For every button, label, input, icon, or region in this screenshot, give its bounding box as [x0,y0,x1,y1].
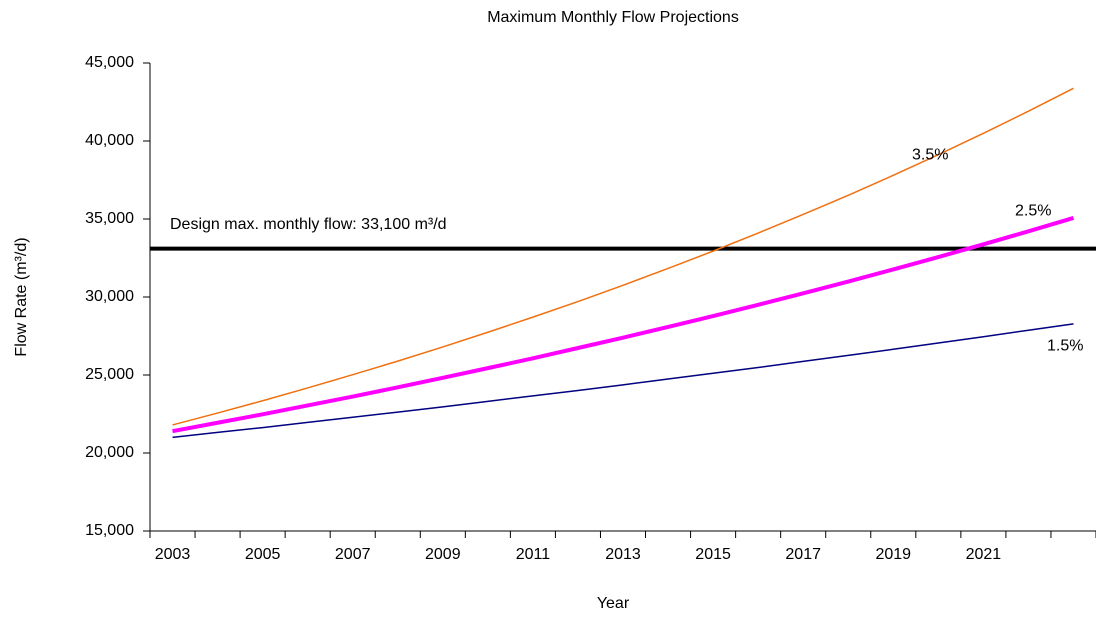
x-tick-label: 2005 [245,546,281,563]
series-label: 1.5% [1047,337,1083,354]
y-tick-label: 20,000 [85,444,134,461]
x-axis-title: Year [597,595,630,612]
y-tick-label: 30,000 [85,288,134,305]
series-line [172,323,1074,439]
x-tick-label: 2013 [605,546,641,563]
x-tick-label: 2015 [695,546,731,563]
x-tick-label: 2017 [785,546,821,563]
x-tick-label: 2011 [516,546,551,563]
chart-title: Maximum Monthly Flow Projections [487,9,739,26]
series-label: 2.5% [1015,203,1051,220]
x-tick-label: 2019 [875,546,911,563]
reference-label: Design max. monthly flow: 33,100 m³/d [170,216,447,233]
y-tick-label: 15,000 [85,522,134,539]
series-line [172,215,1075,434]
y-tick-label: 35,000 [85,210,134,227]
y-tick-label: 45,000 [85,54,134,71]
series-label: 3.5% [912,147,948,164]
y-tick-label: 40,000 [85,132,134,149]
x-tick-label: 2007 [335,546,371,563]
x-tick-label: 2009 [425,546,461,563]
y-tick-label: 25,000 [85,366,134,383]
y-axis-title: Flow Rate (m³/d) [13,237,30,356]
x-tick-label: 2003 [155,546,191,563]
series-line [172,87,1074,426]
x-tick-label: 2021 [966,546,1002,563]
